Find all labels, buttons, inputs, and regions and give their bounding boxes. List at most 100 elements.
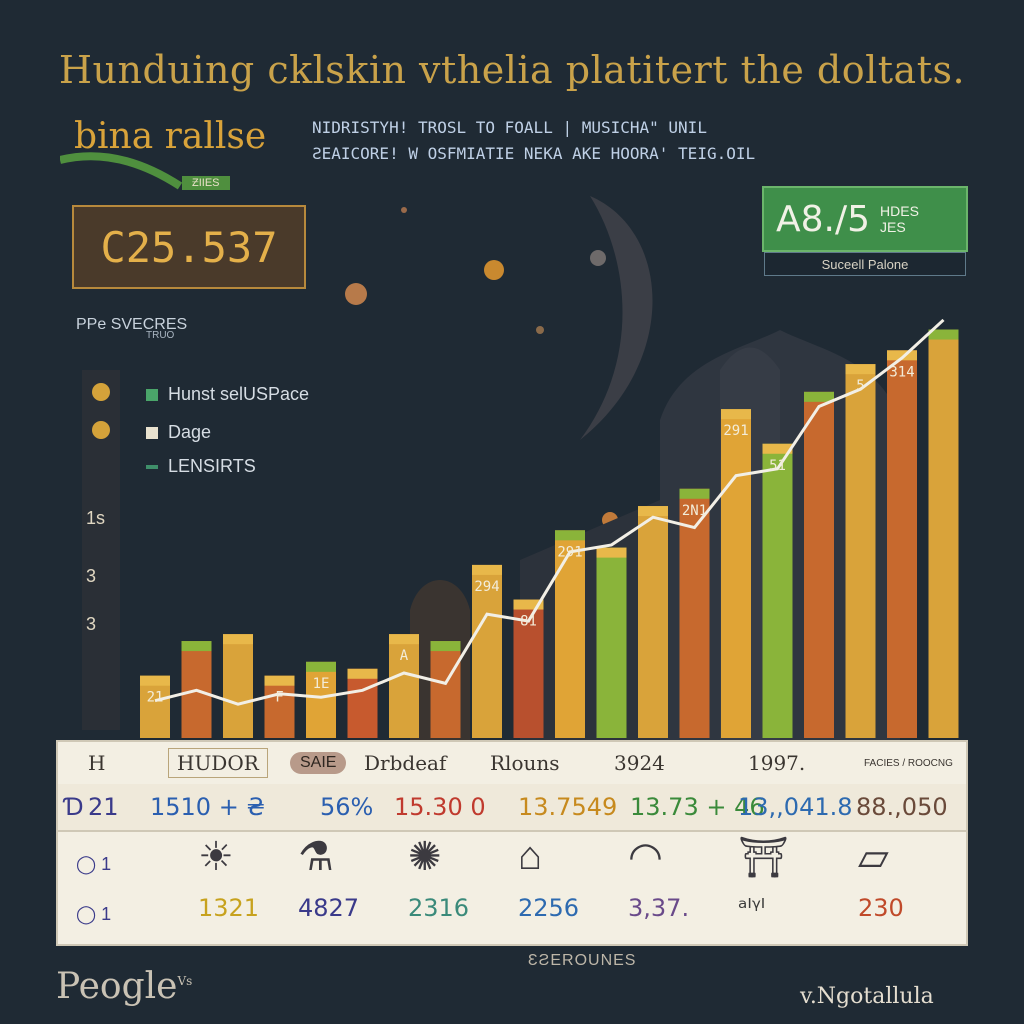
bar bbox=[472, 564, 502, 738]
header-line-2: ƧEAICORE! W OSFMIATIE NEKA AKE HOORA' TE… bbox=[312, 144, 756, 163]
table-row: ◯ 1 ◯ 1 ☀ ⚗ ✺ ⌂ ◠ ⛩ ▱ 1321 4827 2316 2256 3,37. ᵃᴵᵞᴵ 23… bbox=[58, 832, 966, 944]
dish-icon: ◠ bbox=[628, 835, 663, 879]
data-label: F bbox=[275, 690, 283, 706]
footer-caption: ƐƧEROUNES bbox=[528, 952, 637, 969]
tower-decoration bbox=[82, 370, 120, 730]
legend-title: PPe SVECRES TRUO bbox=[76, 316, 187, 341]
table-header-cell: 3924 bbox=[614, 751, 665, 775]
bar bbox=[928, 329, 959, 738]
table-cell: 2256 bbox=[518, 894, 580, 922]
bar bbox=[513, 599, 544, 738]
bar-cap bbox=[596, 547, 627, 558]
swoosh-decoration bbox=[60, 152, 183, 190]
bar bbox=[721, 409, 751, 738]
legend-item: Dage bbox=[146, 422, 211, 443]
bar bbox=[140, 675, 170, 738]
moon-icon bbox=[580, 196, 653, 440]
table-header-row: H HUDOR SAIE Drbdeaf Rlouns 3924 1997. F… bbox=[58, 742, 966, 785]
bar-cap bbox=[928, 329, 959, 340]
table-cell: ᵃᴵᵞᴵ bbox=[738, 894, 766, 922]
table-header-cell: 1997. bbox=[748, 751, 806, 775]
bar-cap bbox=[887, 350, 917, 361]
bar-cap bbox=[389, 634, 419, 645]
table-cell: 2316 bbox=[408, 894, 470, 922]
top-right-big-value: A8./5 bbox=[776, 198, 871, 240]
legend-swatch bbox=[146, 426, 158, 439]
bar bbox=[347, 668, 378, 738]
bar-chart: 21 F 1E A 294 81 291 2N1 291 51 5 314 bbox=[140, 318, 959, 738]
map-icon: ▱ bbox=[858, 835, 889, 879]
bar-cap bbox=[347, 668, 378, 679]
table-cell: 88.,050 bbox=[856, 793, 948, 821]
table-cell: 15.30 0 bbox=[394, 793, 486, 821]
data-label: 291 bbox=[723, 423, 748, 439]
table-row: Ɗ 21 1510 + ₴ 56% 15.30 0 13.7549 13.73 + 46 13… bbox=[58, 784, 966, 832]
bar-cap bbox=[140, 675, 170, 686]
bar bbox=[555, 530, 585, 738]
bar bbox=[679, 488, 710, 738]
bar-cap bbox=[306, 661, 336, 672]
data-label: 314 bbox=[889, 364, 914, 380]
chart-title: Hunduing cklskin vthelia platitert the d… bbox=[58, 48, 966, 92]
bar-cap bbox=[223, 634, 253, 645]
legend-item: Hunst selUSPace bbox=[146, 384, 309, 405]
bar-cap bbox=[181, 641, 212, 652]
bar bbox=[804, 391, 834, 738]
bar-cap bbox=[721, 409, 751, 420]
data-label: 1E bbox=[313, 676, 330, 692]
bar bbox=[762, 443, 793, 738]
subtitle-tag: ƵIIES bbox=[182, 176, 230, 190]
footer-credit: v.Ngotallula bbox=[800, 984, 934, 1009]
y-axis-label: 3 bbox=[86, 614, 97, 634]
table-header-cell: Rlouns bbox=[490, 751, 560, 775]
sun-icon: ☀ bbox=[198, 835, 234, 879]
data-label: 21 bbox=[147, 690, 164, 706]
data-table: H HUDOR SAIE Drbdeaf Rlouns 3924 1997. F… bbox=[56, 740, 968, 946]
legend-label: Dage bbox=[168, 422, 212, 442]
data-label: 5 bbox=[856, 378, 864, 394]
table-cell: 56% bbox=[320, 793, 374, 821]
data-label: 294 bbox=[474, 579, 499, 595]
table-cell: 230 bbox=[858, 894, 904, 922]
chart-subtitle: bina rallse bbox=[74, 116, 267, 157]
bar-cap bbox=[845, 364, 876, 375]
bar bbox=[596, 547, 627, 738]
table-cell: 21 bbox=[88, 793, 119, 821]
building-icon: ⌂ bbox=[518, 834, 543, 878]
table-header-cell: FACIES / ROOCNG bbox=[864, 757, 953, 769]
data-label: 81 bbox=[520, 614, 537, 630]
legend-swatch bbox=[146, 388, 158, 401]
table-header-pill: SAIE bbox=[290, 752, 347, 774]
top-right-label-2: JES bbox=[880, 219, 906, 235]
bar bbox=[223, 634, 253, 738]
bar bbox=[306, 661, 336, 738]
bar-cap bbox=[555, 530, 585, 541]
table-cell: 1510 + ₴ bbox=[150, 793, 266, 821]
bar bbox=[845, 364, 876, 738]
table-cell: 1321 bbox=[198, 894, 260, 922]
footer-brand-sup: Vs bbox=[177, 974, 193, 988]
bar bbox=[430, 641, 461, 738]
bar bbox=[638, 506, 668, 738]
data-label: 2N1 bbox=[682, 503, 707, 519]
table-cell: 13,,041.8 bbox=[738, 793, 853, 821]
flask-icon: ⚗ bbox=[298, 835, 334, 879]
legend-swatch bbox=[146, 464, 158, 469]
table-header-cell: Drbdeaf bbox=[364, 751, 447, 775]
y-axis-label: 1s bbox=[86, 508, 106, 528]
top-right-label-1: HDES bbox=[880, 203, 919, 219]
summary-value-box: C25.537 bbox=[72, 205, 306, 289]
bar-cap bbox=[638, 506, 668, 517]
panel-caption: Suceell Palone bbox=[764, 252, 966, 276]
table-cell: 13.73 + 46 bbox=[630, 793, 765, 821]
bar-cap bbox=[762, 443, 793, 454]
bar-cap bbox=[264, 675, 295, 686]
bar bbox=[389, 634, 419, 738]
bar-cap bbox=[472, 564, 502, 575]
data-label: 291 bbox=[557, 544, 582, 560]
pagoda-icon: ⛩ bbox=[738, 836, 789, 880]
table-cell: 3,37. bbox=[628, 894, 690, 922]
table-header-cell: H bbox=[88, 751, 106, 775]
footer-brand-text: Peogle bbox=[56, 966, 178, 1007]
legend-label: LENSIRTS bbox=[168, 456, 256, 476]
